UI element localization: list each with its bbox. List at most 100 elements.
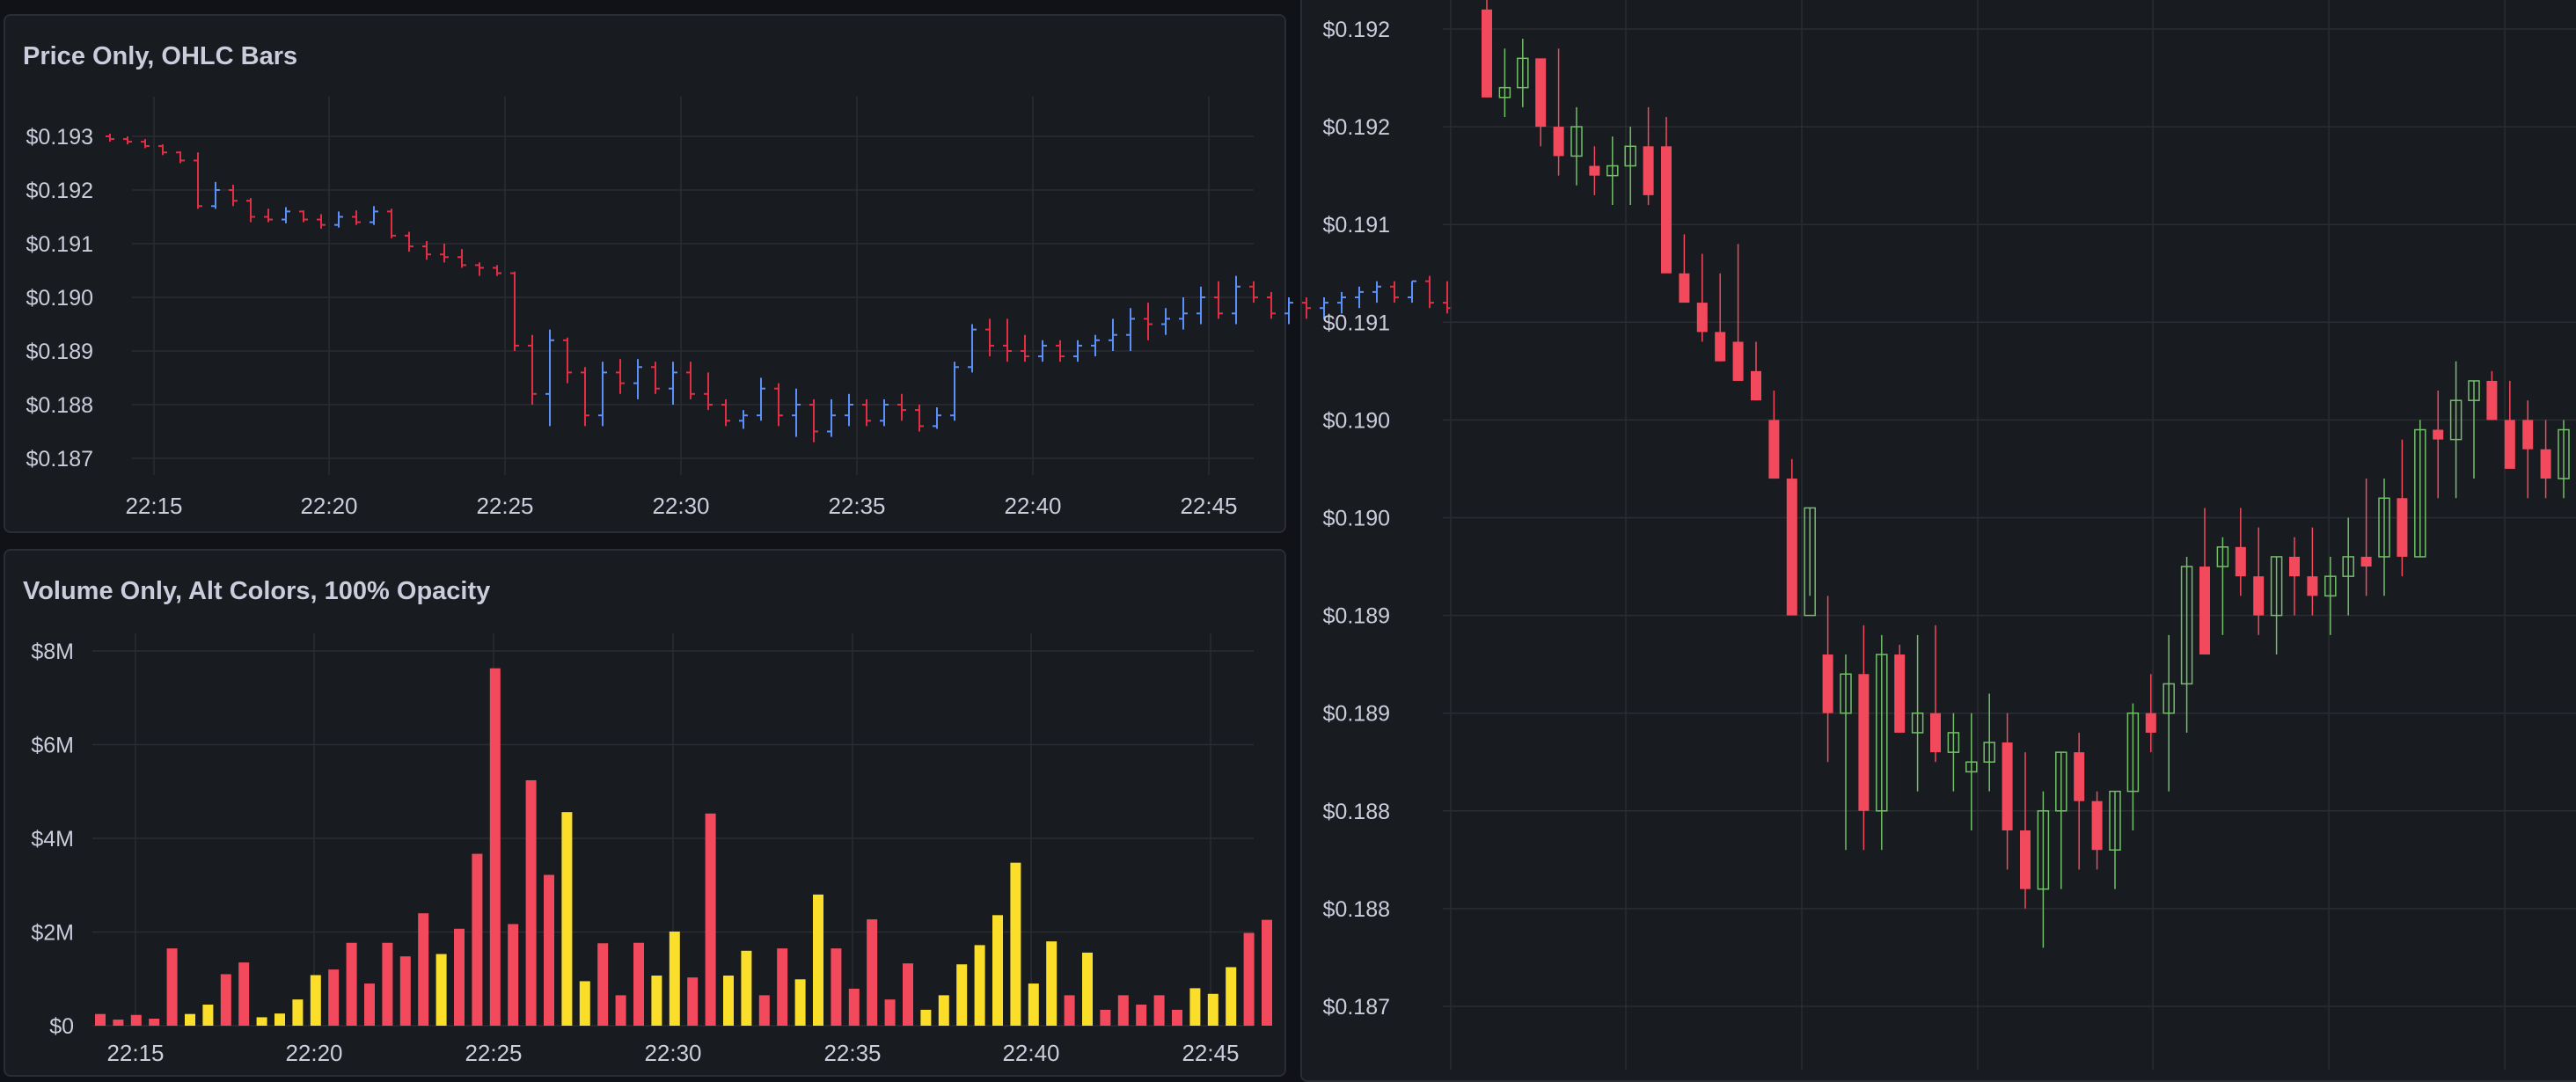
volume-bar	[705, 813, 716, 1026]
volume-bar	[346, 942, 357, 1026]
volume-bar	[130, 1014, 142, 1026]
volume-bar	[525, 779, 537, 1026]
candle-body	[2540, 449, 2551, 479]
volume-bar	[328, 969, 340, 1026]
candle-body	[1624, 145, 1636, 167]
volume-bar	[220, 974, 231, 1026]
volume-bar	[848, 988, 860, 1026]
volume-bar	[1153, 995, 1165, 1026]
x-tick-label: 22:40	[1004, 493, 1061, 519]
y-tick-label: $0.187	[1323, 995, 1390, 1020]
volume-bar	[1207, 993, 1218, 1026]
x-tick-label: 22:15	[106, 1040, 164, 1066]
candle-body	[1535, 58, 1547, 128]
y-tick-label: $0.192	[1323, 115, 1390, 140]
x-tick-label: 22:15	[125, 493, 182, 519]
y-tick-label: $0.190	[26, 286, 93, 311]
volume-bar	[310, 975, 321, 1026]
volume-bar	[95, 1013, 106, 1026]
volume-bar	[1010, 862, 1021, 1026]
candle-body	[1751, 370, 1761, 401]
candle-body	[1661, 146, 1672, 274]
volume-bar	[489, 668, 501, 1026]
volume-bar	[777, 948, 788, 1026]
candle-body	[2199, 567, 2210, 655]
volume-bar	[1136, 1005, 1147, 1026]
candle-body	[2522, 420, 2534, 450]
candle-body	[2397, 498, 2408, 557]
candle-body	[1517, 57, 1529, 89]
candle-body	[1589, 165, 1600, 176]
volume-bar	[1082, 952, 1093, 1026]
candle-body	[2378, 497, 2390, 558]
candle-body	[1983, 742, 1995, 764]
volume-bar	[758, 995, 770, 1026]
candle-body	[2180, 566, 2193, 685]
volume-bar	[418, 913, 429, 1026]
candle-body	[1606, 164, 1619, 177]
candle-body	[2504, 420, 2515, 469]
candle-body	[2216, 546, 2229, 567]
volume-bar	[399, 956, 411, 1026]
volume-bar	[794, 979, 806, 1026]
candle-body	[1715, 332, 1726, 362]
candle-body	[2002, 742, 2013, 831]
volume-bar	[166, 948, 178, 1026]
volume-bar	[1172, 1009, 1182, 1026]
volume-bar	[185, 1013, 195, 1026]
x-tick-label: 22:20	[285, 1040, 342, 1066]
y-tick-label: $0.187	[26, 447, 93, 472]
volume-bar	[1117, 995, 1129, 1026]
volume-bar	[1028, 983, 1039, 1026]
candle-body	[2307, 576, 2318, 596]
candle-body	[2324, 575, 2337, 597]
candle-body	[2342, 556, 2354, 577]
volume-bar	[1262, 919, 1272, 1026]
x-tick-label: 22:20	[300, 493, 357, 519]
x-tick-label: 22:35	[828, 493, 885, 519]
volume-bar	[238, 962, 250, 1026]
candle-body	[1570, 126, 1583, 157]
volume-bar	[561, 812, 573, 1026]
volume-bar	[1243, 932, 1255, 1026]
candle-body	[1804, 507, 1816, 617]
y-tick-label: $4M	[31, 827, 74, 852]
volume-panel-title: Volume Only, Alt Colors, 100% Opacity	[23, 577, 491, 605]
volume-bar	[1064, 995, 1075, 1026]
candle-body	[2074, 752, 2085, 801]
candle-body	[1911, 712, 1924, 734]
candle-body	[2468, 380, 2480, 401]
candle-body	[1858, 674, 1870, 811]
volume-bar	[149, 1019, 160, 1026]
x-tick-label: 22:30	[644, 1040, 701, 1066]
candle-body	[1947, 732, 1960, 753]
y-tick-label: $6M	[31, 734, 74, 758]
y-tick-label: $0.192	[26, 179, 93, 203]
candle-body	[2449, 399, 2463, 441]
candle-body	[2145, 713, 2156, 733]
y-tick-label: $0.189	[1323, 604, 1390, 629]
y-tick-label: $0.190	[1323, 507, 1390, 531]
ohlc-panel-title: Price Only, OHLC Bars	[23, 42, 298, 70]
volume-bar	[974, 945, 985, 1026]
y-tick-label: $2M	[31, 921, 74, 946]
candle-body	[2126, 712, 2140, 793]
volume-bar	[508, 924, 519, 1026]
volume-bar	[364, 983, 375, 1026]
candle-body	[2020, 830, 2031, 889]
volume-bar	[867, 919, 878, 1026]
candle-body	[1553, 127, 1564, 157]
y-tick-label: $0.190	[1323, 408, 1390, 433]
candle-body	[1876, 654, 1888, 812]
volume-bar	[884, 999, 896, 1026]
y-tick-label: $0.191	[1323, 213, 1390, 238]
candle-body	[1840, 673, 1852, 714]
candle-body	[1965, 761, 1978, 773]
candle-body	[1696, 303, 1708, 333]
candle-body	[1930, 713, 1941, 753]
x-tick-label: 22:25	[476, 493, 533, 519]
volume-bar	[1189, 988, 1201, 1026]
candle-body	[1894, 654, 1906, 733]
candle-body	[1498, 86, 1511, 99]
